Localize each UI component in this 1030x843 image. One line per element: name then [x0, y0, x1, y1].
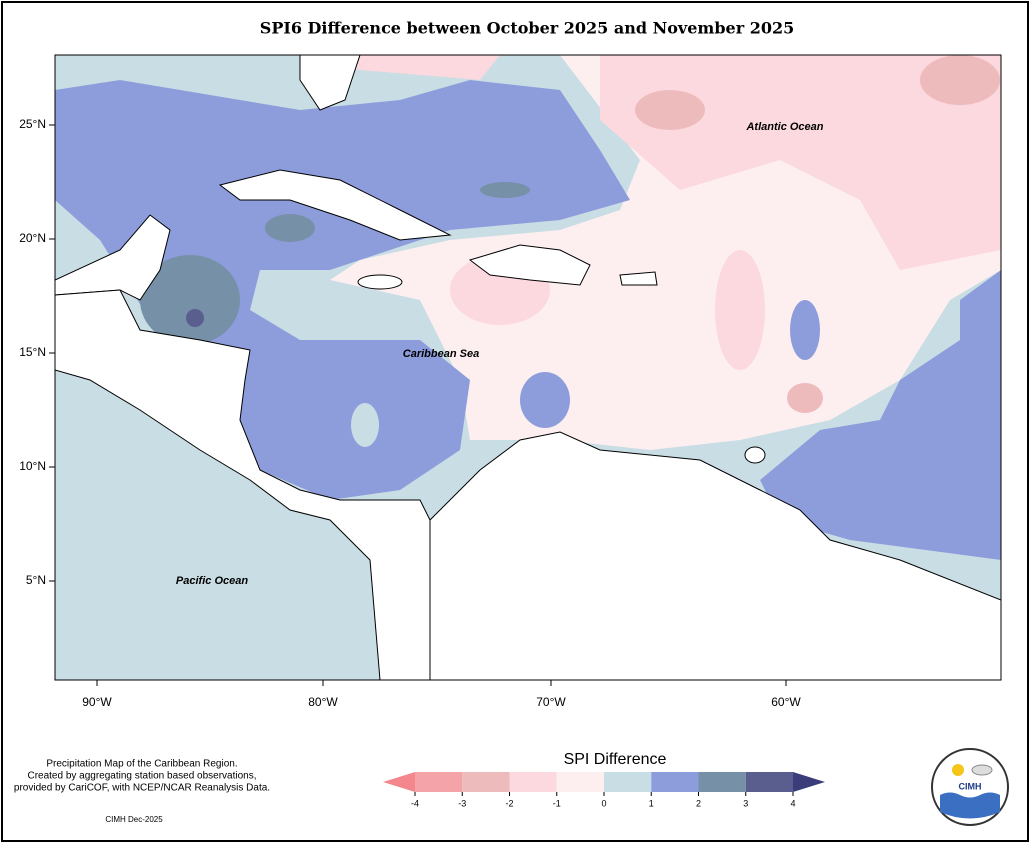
land [299, 55, 361, 111]
land [357, 274, 403, 290]
spi-area [760, 270, 1001, 560]
lat-label: 10°N [19, 459, 46, 473]
spi-area [186, 309, 204, 327]
lon-label: 80°W [308, 695, 338, 709]
logo-sun [952, 764, 964, 776]
lat-label: 20°N [19, 231, 46, 245]
legend-tick-label: 0 [601, 798, 606, 808]
spi-area [790, 300, 820, 360]
title: SPI6 Difference between October 2025 and… [260, 19, 794, 38]
land [429, 431, 1001, 680]
land [55, 289, 431, 680]
spi-area [351, 403, 379, 447]
footnote: Precipitation Map of the Caribbean Regio… [14, 759, 270, 824]
legend-swatch [604, 772, 652, 792]
legend-swatch [509, 772, 557, 792]
region-label: Atlantic Ocean [745, 121, 823, 133]
lon-label: 90°W [82, 695, 112, 709]
legend-tick-label: 2 [696, 798, 701, 808]
legend: -4 -3 -2 -1 0 1 2 3 4 [383, 772, 825, 808]
legend-swatch [698, 772, 746, 792]
region-label: Caribbean Sea [403, 348, 479, 360]
land [619, 271, 658, 286]
region-label: Pacific Ocean [176, 575, 248, 587]
legend-tick-label: 1 [649, 798, 654, 808]
spi-area [920, 55, 1000, 105]
spi-area [635, 90, 705, 130]
footnote-line: Precipitation Map of the Caribbean Regio… [46, 759, 237, 770]
legend-title: SPI Difference [564, 751, 667, 768]
legend-swatch [651, 772, 699, 792]
footnote-line: Created by aggregating station based obs… [27, 771, 256, 782]
legend-swatch [383, 772, 415, 792]
map: Atlantic Ocean Caribbean Sea Pacific Oce… [54, 54, 1002, 681]
legend-swatch [793, 772, 825, 792]
spi-area [480, 182, 530, 198]
spi-area [520, 372, 570, 428]
spi-area [787, 383, 823, 413]
lat-label: 5°N [26, 573, 46, 587]
logo: CIMH [931, 748, 1009, 826]
credit: CIMH Dec-2025 [105, 815, 163, 824]
spi-area [265, 214, 315, 242]
lon-label: 60°W [771, 695, 801, 709]
legend-swatch [745, 772, 793, 792]
footnote-line: provided by CariCOF, with NCEP/NCAR Rean… [14, 783, 270, 794]
lat-label: 25°N [19, 117, 46, 131]
legend-tick-label: 3 [743, 798, 748, 808]
legend-swatch [556, 772, 604, 792]
map-border [54, 54, 1002, 681]
legend-tick-label: -4 [411, 798, 419, 808]
spi-area [715, 250, 765, 370]
spi-area [140, 255, 240, 345]
legend-tick-label: 4 [790, 798, 795, 808]
logo-water [940, 792, 1000, 819]
legend-swatch [415, 772, 463, 792]
legend-tick-label: -3 [458, 798, 466, 808]
land [218, 169, 452, 241]
logo-cloud [971, 764, 993, 776]
lat-label: 15°N [19, 345, 46, 359]
legend-tick-label: -1 [553, 798, 561, 808]
legend-swatch [462, 772, 510, 792]
land [744, 446, 766, 464]
lon-label: 70°W [536, 695, 566, 709]
logo-text: CIMH [959, 781, 982, 791]
legend-tick-label: -2 [505, 798, 513, 808]
land [468, 244, 591, 286]
